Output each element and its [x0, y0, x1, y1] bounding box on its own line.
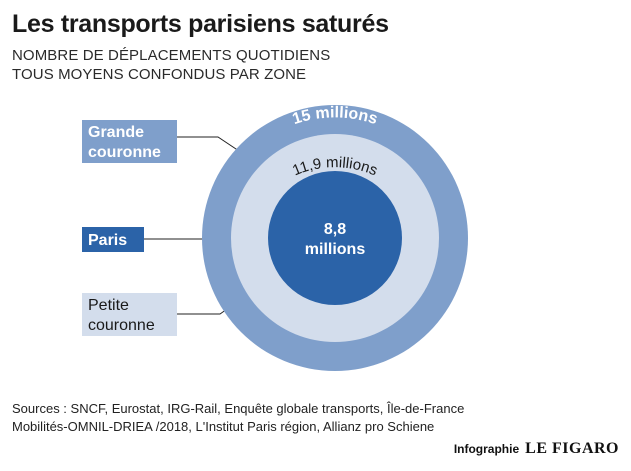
chart-title: Les transports parisiens saturés [12, 10, 389, 38]
sources-line-1: Sources : SNCF, Eurostat, IRG-Rail, Enqu… [12, 401, 465, 416]
label-petite-couronne-line-1: Petite [88, 297, 129, 314]
value-label-paris-line-2: millions [305, 241, 366, 258]
subtitle-line-2: TOUS MOYENS CONFONDUS PAR ZONE [12, 66, 307, 83]
credit: Infographie LE FIGARO [454, 440, 619, 458]
label-paris-line-1: Paris [88, 232, 127, 249]
label-grande-couronne-line-1: Grande [88, 124, 144, 141]
sources-note: Sources : SNCF, Eurostat, IRG-Rail, Enqu… [12, 400, 464, 436]
connector-grande-couronne [177, 136, 246, 156]
credit-label: Infographie [453, 442, 520, 456]
label-grande-couronne-line-2: couronne [88, 144, 161, 161]
sources-line-2: Mobilités-OMNIL-DRIEA /2018, L'Institut … [12, 419, 435, 434]
figaro-logo: LE FIGARO [525, 440, 619, 457]
label-petite-couronne-line-2: couronne [88, 317, 155, 334]
label-box-grande-couronne [82, 120, 177, 163]
circles-group [202, 105, 468, 371]
value-label-paris-line-1: 8,8 [324, 221, 346, 238]
label-box-petite-couronne [82, 293, 177, 336]
chart-subtitle: NOMBRE DE DÉPLACEMENTS QUOTIDIENS TOUS M… [12, 46, 330, 84]
label-box-paris [82, 227, 144, 252]
circle-paris [268, 171, 402, 305]
zone-labels: Grande couronne Paris Petite couronne [82, 120, 177, 336]
subtitle-line-1: NOMBRE DE DÉPLACEMENTS QUOTIDIENS [12, 47, 331, 64]
value-label-grande-couronne: 15 millions [290, 104, 379, 128]
